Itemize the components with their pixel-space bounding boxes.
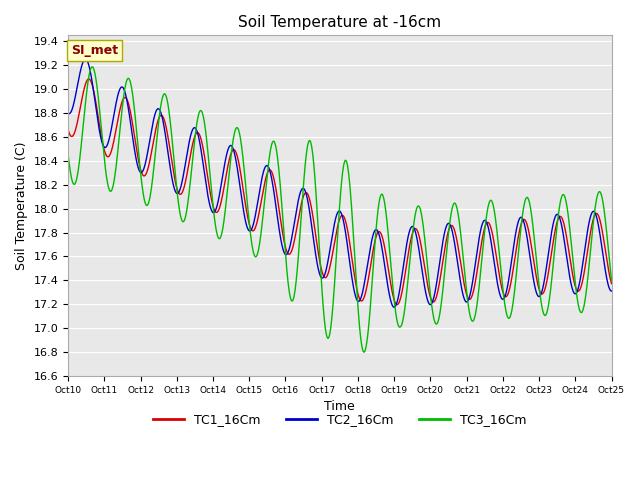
Y-axis label: Soil Temperature (C): Soil Temperature (C) <box>15 142 28 270</box>
TC1_16Cm <box>129 123 137 129</box>
TC3_16Cm <box>607 277 615 283</box>
TC1_16Cm <box>85 76 93 82</box>
TC2_16Cm <box>129 136 137 142</box>
Line: TC3_16Cm: TC3_16Cm <box>68 67 611 352</box>
TC3_16Cm <box>234 125 241 131</box>
X-axis label: Time: Time <box>324 400 355 413</box>
TC1_16Cm <box>99 140 106 145</box>
TC2_16Cm <box>484 224 492 229</box>
Text: SI_met: SI_met <box>71 44 118 57</box>
TC3_16Cm <box>360 349 368 355</box>
TC1_16Cm <box>440 252 447 258</box>
TC3_16Cm <box>129 94 137 99</box>
TC1_16Cm <box>607 281 615 287</box>
TC3_16Cm <box>440 278 447 284</box>
TC2_16Cm <box>234 165 241 170</box>
TC2_16Cm <box>99 141 106 147</box>
TC2_16Cm <box>390 304 398 310</box>
TC2_16Cm <box>607 288 615 294</box>
TC2_16Cm <box>130 142 138 147</box>
Line: TC1_16Cm: TC1_16Cm <box>68 79 611 305</box>
TC2_16Cm <box>64 110 72 116</box>
Line: TC2_16Cm: TC2_16Cm <box>68 59 611 307</box>
Title: Soil Temperature at -16cm: Soil Temperature at -16cm <box>238 15 442 30</box>
TC3_16Cm <box>64 152 72 158</box>
TC3_16Cm <box>99 139 106 144</box>
Legend: TC1_16Cm, TC2_16Cm, TC3_16Cm: TC1_16Cm, TC2_16Cm, TC3_16Cm <box>148 408 531 431</box>
TC3_16Cm <box>130 100 138 106</box>
TC2_16Cm <box>81 56 89 62</box>
TC1_16Cm <box>484 219 492 225</box>
TC2_16Cm <box>440 233 447 239</box>
TC3_16Cm <box>88 64 96 70</box>
TC1_16Cm <box>130 128 138 133</box>
TC1_16Cm <box>394 302 401 308</box>
TC3_16Cm <box>484 204 492 210</box>
TC1_16Cm <box>234 153 241 159</box>
TC1_16Cm <box>64 127 72 133</box>
